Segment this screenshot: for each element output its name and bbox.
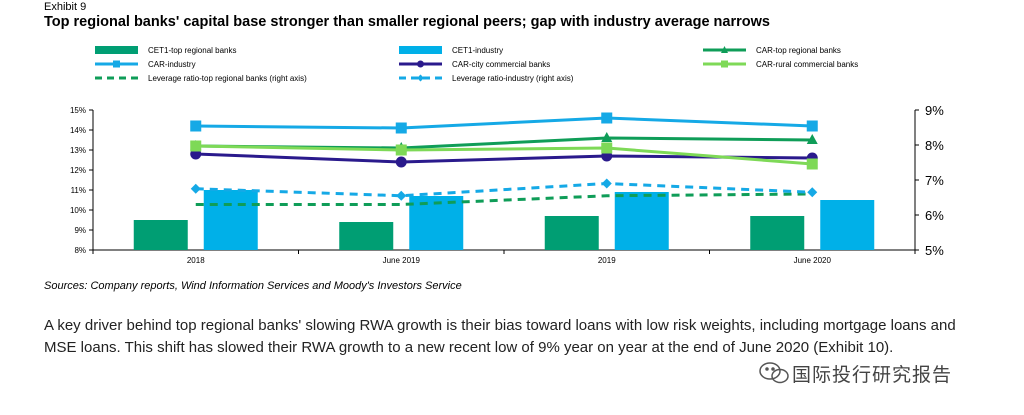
series-point-5 (190, 183, 201, 194)
series-point-3 (395, 144, 407, 156)
legend-swatch (399, 46, 442, 54)
legend-label: CET1-top regional banks (148, 46, 237, 55)
plot-area: 8% 9% 10% 11% 12% 13% 14% 15% 5% 6% 7% 8% 9% 2018 June… (70, 103, 944, 265)
series-point-0 (601, 132, 613, 142)
series-point-0 (806, 134, 818, 144)
left-tick-label: 11% (71, 186, 86, 195)
bar-cet1-industry (614, 192, 669, 250)
legend-marker (721, 60, 728, 68)
bar-cet1-top-regional (750, 216, 805, 250)
series-point-5 (396, 190, 407, 201)
right-tick-label: 7% (925, 173, 944, 188)
legend-label: Leverage ratio-top regional banks (right… (148, 74, 307, 83)
left-tick-label: 14% (70, 126, 86, 135)
series-line-1 (195, 116, 813, 130)
watermark-text: 国际投行研究报告 (792, 365, 953, 386)
bar-cet1-industry (409, 196, 464, 250)
series-point-3 (601, 142, 613, 154)
chart-legend: CET1-top regional banks CET1-industry CAR-… (95, 46, 858, 83)
right-tick-label: 9% (925, 103, 944, 118)
left-tick-label: 10% (70, 206, 86, 215)
exhibit-number: Exhibit 9 (44, 1, 87, 13)
bar-cet1-industry (203, 190, 258, 250)
bar-cet1-top-regional (544, 216, 599, 250)
right-tick-label: 5% (925, 243, 944, 258)
bar-cet1-top-regional (339, 222, 394, 250)
series-point-2 (395, 156, 407, 168)
right-tick-label: 6% (925, 208, 944, 223)
x-tick-label: 2019 (598, 256, 616, 265)
series-line-3 (195, 144, 813, 166)
series-point-1 (190, 120, 202, 132)
legend-label: Leverage ratio-industry (right axis) (452, 74, 574, 83)
left-tick-label: 9% (74, 226, 86, 235)
combo-chart: CET1-top regional banks CET1-industry CAR-… (70, 46, 944, 265)
watermark (759, 362, 789, 384)
x-tick-label: June 2019 (383, 256, 421, 265)
legend-marker (721, 46, 728, 53)
series-point-5 (601, 178, 612, 189)
chart-title: Top regional banks' capital base stronge… (44, 14, 770, 30)
series-point-5 (807, 187, 818, 198)
legend-marker (417, 74, 424, 82)
source-note: Sources: Company reports, Wind Informati… (44, 280, 462, 292)
legend-label: CAR-industry (148, 60, 196, 69)
series-point-1 (601, 112, 613, 124)
series-point-3 (190, 140, 202, 152)
legend-label: CET1-industry (452, 46, 503, 55)
legend-label: CAR-city commercial banks (452, 60, 550, 69)
left-tick-label: 15% (70, 106, 86, 115)
legend-swatch (95, 46, 138, 54)
series-point-1 (806, 120, 818, 132)
body-paragraph: A key driver behind top regional banks' … (44, 317, 956, 356)
series-line-4 (195, 192, 813, 206)
bar-cet1-top-regional (133, 220, 188, 250)
series-point-3 (806, 158, 818, 170)
legend-label: CAR-rural commercial banks (756, 60, 858, 69)
legend-marker (417, 60, 424, 68)
left-tick-label: 12% (70, 166, 86, 175)
series-point-1 (395, 122, 407, 134)
series-line-5 (195, 181, 813, 198)
bar-cet1-industry (820, 200, 875, 250)
legend-marker (113, 60, 120, 68)
x-tick-label: 2018 (187, 256, 205, 265)
legend-label: CAR-top regional banks (756, 46, 841, 55)
right-tick-label: 8% (925, 138, 944, 153)
left-tick-label: 13% (70, 146, 86, 155)
wechat-icon (759, 362, 789, 384)
left-tick-label: 8% (74, 246, 86, 255)
x-tick-label: June 2020 (794, 256, 832, 265)
